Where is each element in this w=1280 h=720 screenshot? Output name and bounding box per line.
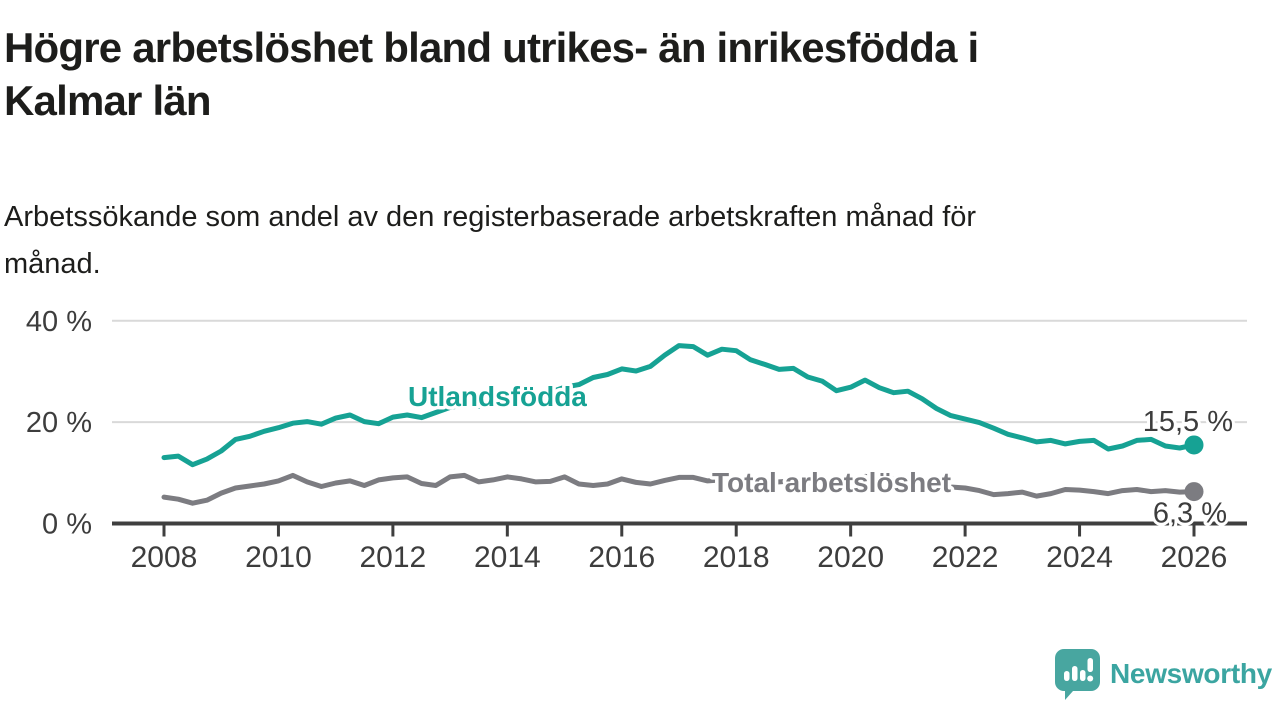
chart-subtitle-line-1: Arbetssökande som andel av den registerb…: [4, 201, 977, 233]
x-tick-label: 2022: [932, 541, 999, 574]
x-tick-label: 2016: [588, 541, 655, 574]
y-tick-label: 0 %: [42, 509, 92, 541]
end-value-label-utlandsf-dda: 15,5 %: [1143, 406, 1233, 438]
series-label-utlandsf-dda: Utlandsfödda: [408, 381, 587, 412]
line-utlandsf-dda: [161, 343, 1197, 468]
x-tick-label: 2010: [245, 541, 312, 574]
y-tick-label: 40 %: [26, 306, 92, 338]
chart-subtitle-line-2: månad.: [4, 247, 101, 280]
chart-subtitle: Arbetssökande som andel av den registerb…: [4, 194, 976, 288]
series-label-total-arbetsl-shet: Total arbetslöshet: [712, 467, 951, 498]
newsworthy-logo[interactable]: Newsworthy: [1054, 648, 1272, 700]
x-tick-label: 2012: [360, 541, 427, 574]
x-tick-label: 2024: [1046, 541, 1113, 574]
y-tick-label: 20 %: [26, 407, 92, 439]
chart-title-line-2: Kalmar län: [4, 76, 212, 124]
line-total-arbetsl-shet: [161, 472, 1197, 506]
x-tick-label: 2018: [703, 541, 770, 574]
x-tick-label: 2026: [1161, 541, 1228, 574]
x-tick-label: 2008: [131, 541, 198, 574]
end-dot-utlandsf-dda: [1184, 435, 1204, 455]
newsworthy-wordmark: Newsworthy: [1110, 658, 1272, 689]
end-dot-total-arbetsl-shet: [1184, 482, 1204, 502]
x-tick-label: 2014: [474, 541, 541, 574]
x-tick-label: 2020: [817, 541, 884, 574]
newsworthy-bubble-icon: [1055, 649, 1100, 700]
chart-title-line-1: Högre arbetslöshet bland utrikes- än inr…: [4, 24, 979, 71]
end-value-label-total-arbetsl-shet: 6,3 %: [1153, 498, 1227, 530]
chart-title: Högre arbetslöshet bland utrikes- än inr…: [4, 22, 979, 128]
bar-chart-glyph: [1064, 658, 1094, 682]
